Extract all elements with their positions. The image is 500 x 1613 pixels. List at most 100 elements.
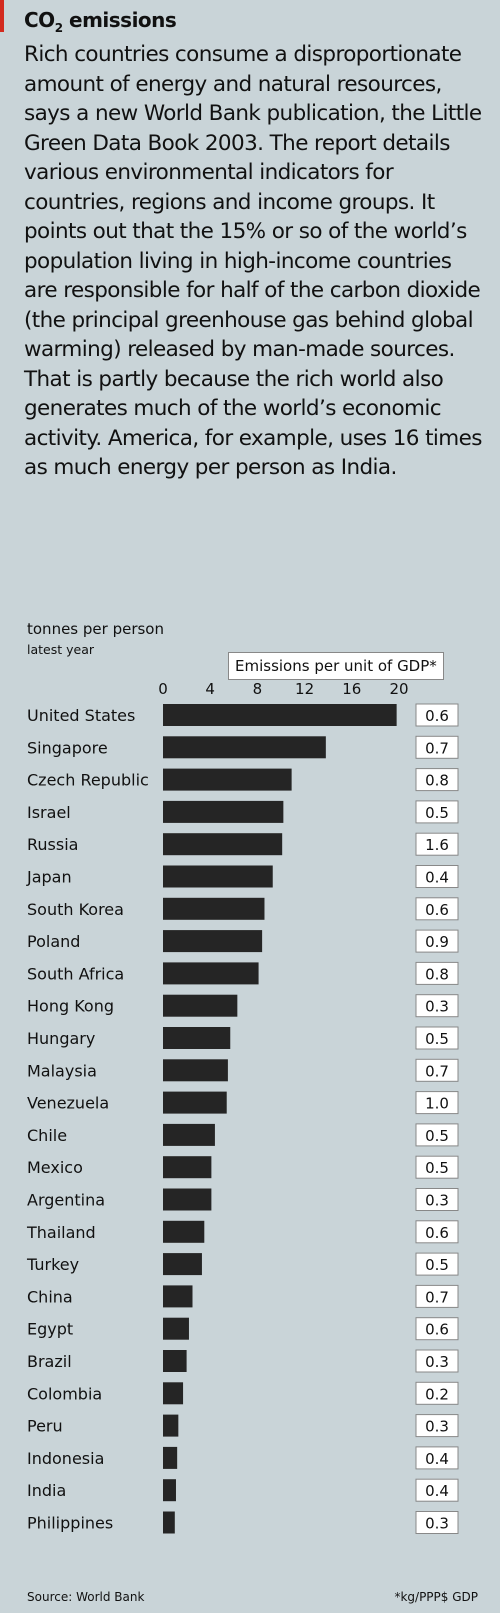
gdp-value-label: 0.5 [425, 1030, 449, 1048]
x-tick-label: 8 [253, 680, 263, 698]
bar [163, 1285, 193, 1308]
gdp-value-label: 0.8 [425, 965, 449, 983]
gdp-value-label: 0.5 [425, 804, 449, 822]
source-note: Source: World Bank [27, 1590, 145, 1604]
bar [163, 768, 292, 791]
gdp-value-label: 0.6 [425, 901, 449, 919]
bar [163, 1446, 178, 1469]
gdp-value-label: 0.3 [425, 1192, 449, 1210]
gdp-value-box [415, 1511, 459, 1534]
gdp-value-label: 0.5 [425, 1256, 449, 1274]
bar [163, 1253, 202, 1276]
gdp-value-box [415, 768, 459, 792]
category-label: China [27, 1287, 73, 1306]
gdp-value-label: 0.4 [425, 1450, 449, 1468]
bar [163, 1059, 228, 1082]
category-label: Israel [27, 803, 71, 822]
category-label: Argentina [27, 1191, 105, 1210]
gdp-value-label: 0.3 [425, 1515, 449, 1533]
bar [163, 1027, 231, 1049]
bar [163, 1382, 184, 1405]
bar [163, 736, 326, 759]
bar [163, 800, 284, 823]
x-tick-label: 0 [158, 680, 168, 698]
gdp-value-box [415, 1284, 459, 1308]
gdp-value-box [415, 897, 459, 921]
bar [163, 1350, 187, 1372]
category-label: South Korea [27, 900, 124, 919]
gdp-value-box [415, 800, 459, 824]
category-label: Japan [26, 868, 72, 887]
bar [163, 962, 259, 985]
gdp-value-box [415, 865, 459, 888]
gdp-value-label: 0.7 [425, 1288, 449, 1306]
gdp-value-box [415, 1446, 459, 1470]
unit-sublabel: latest year [27, 642, 94, 657]
gdp-value-label: 0.9 [425, 933, 449, 951]
gdp-value-box [415, 1220, 459, 1244]
gdp-value-label: 0.7 [425, 739, 449, 757]
category-label: Singapore [27, 738, 108, 757]
gdp-column-header: Emissions per unit of GDP* [228, 652, 444, 680]
bar [163, 1479, 176, 1502]
gdp-value-label: 0.4 [425, 869, 449, 887]
gdp-value-label: 0.2 [425, 1385, 449, 1403]
bar [163, 865, 273, 888]
bar [163, 1220, 205, 1243]
bar [163, 1414, 179, 1437]
category-label: Hungary [27, 1029, 95, 1048]
gdp-value-box [415, 1317, 459, 1341]
bar [163, 1188, 212, 1211]
unit-label: tonnes per person [27, 620, 164, 638]
gdp-value-label: 0.8 [425, 772, 449, 790]
bar [163, 930, 263, 953]
gdp-value-box [415, 1188, 459, 1211]
bar [163, 1511, 175, 1534]
gdp-value-label: 0.6 [425, 707, 449, 725]
category-label: Peru [27, 1417, 63, 1436]
gdp-value-box [415, 1349, 459, 1373]
gdp-value-box [415, 1026, 459, 1050]
bar [163, 833, 283, 856]
gdp-value-label: 0.3 [425, 1418, 449, 1436]
gdp-value-label: 0.3 [425, 998, 449, 1016]
gdp-value-label: 0.6 [425, 1321, 449, 1339]
category-label: Indonesia [27, 1449, 104, 1468]
category-label: Brazil [27, 1352, 72, 1371]
gdp-value-label: 0.3 [425, 1353, 449, 1371]
category-label: Colombia [27, 1384, 102, 1403]
category-label: Malaysia [27, 1061, 97, 1080]
footnote: *kg/PPP$ GDP [394, 1590, 478, 1604]
gdp-value-label: 0.4 [425, 1482, 449, 1500]
gdp-value-box [415, 1478, 459, 1502]
gdp-value-box [415, 1058, 459, 1082]
gdp-value-box [415, 994, 459, 1018]
category-label: Turkey [26, 1255, 79, 1274]
category-label: India [27, 1481, 66, 1500]
category-label: Mexico [27, 1158, 83, 1177]
gdp-value-box [415, 929, 459, 953]
category-label: Poland [27, 932, 80, 951]
category-label: Philippines [27, 1514, 113, 1533]
article-text: Rich countries consume a disproportionat… [24, 42, 482, 480]
gdp-value-label: 1.6 [425, 836, 449, 854]
category-label: Venezuela [27, 1094, 109, 1113]
gdp-value-label: 0.6 [425, 1224, 449, 1242]
gdp-value-box [415, 1381, 459, 1405]
category-label: Russia [27, 835, 78, 854]
category-label: United States [27, 706, 135, 725]
gdp-value-label: 1.0 [425, 1095, 449, 1113]
gdp-value-box [415, 832, 459, 856]
bar [163, 897, 265, 920]
bar [163, 1156, 212, 1179]
gdp-value-box [415, 735, 459, 759]
red-accent-mark [0, 0, 4, 32]
gdp-value-box [415, 1091, 459, 1115]
bar [163, 994, 238, 1017]
gdp-value-box [415, 1414, 459, 1438]
bar [163, 704, 397, 726]
category-label: Thailand [26, 1223, 96, 1242]
category-label: Czech Republic [27, 771, 149, 790]
bar [163, 1123, 215, 1146]
x-tick-label: 20 [389, 680, 408, 698]
